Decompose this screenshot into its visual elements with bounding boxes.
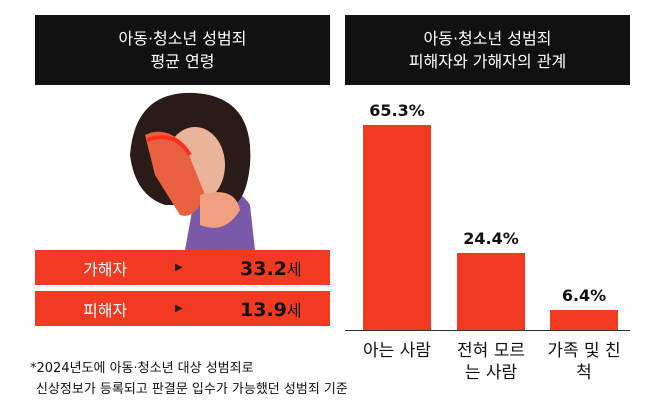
- header-line: 피해자와 가해자의 관계: [408, 52, 567, 71]
- category-label: 가족 및 친척: [547, 341, 621, 383]
- value-label: 24.4%: [463, 229, 519, 249]
- row-label: 가해자: [83, 259, 128, 279]
- row-value: 13.9세: [240, 297, 302, 321]
- header-line: 아동·청소년 성범죄: [118, 29, 247, 48]
- row-label: 피해자: [83, 300, 128, 320]
- stat-row: 가해자 ▶ 33.2세: [35, 250, 330, 285]
- value-number: 33.2: [240, 257, 287, 280]
- right-header: 아동·청소년 성범죄 피해자와 가해자의 관계: [345, 15, 630, 85]
- bar: [363, 124, 431, 330]
- value-unit: 세: [286, 300, 302, 320]
- left-header: 아동·청소년 성범죄 평균 연령: [35, 15, 330, 85]
- bar: [550, 309, 618, 330]
- footnote: *2024년도에 아동·청소년 대상 성범죄로: [30, 361, 254, 376]
- illustration: [35, 85, 330, 250]
- header-line: 아동·청소년 성범죄: [423, 29, 552, 48]
- baseline: [345, 330, 630, 331]
- arrow: ▶: [175, 303, 183, 314]
- header-line: 평균 연령: [150, 52, 215, 71]
- value-label: 6.4%: [561, 285, 607, 305]
- category-label: 아는 사람: [363, 341, 431, 361]
- row-value: 33.2세: [240, 256, 302, 280]
- footnote: 신상정보가 등록되고 판결문 입수가 가능했던 성범죄 기준: [36, 382, 348, 397]
- bar: [457, 253, 525, 330]
- value-number: 13.9: [240, 298, 287, 321]
- stat-row: 피해자 ▶ 13.9세: [35, 291, 330, 326]
- value-label: 65.3%: [369, 100, 425, 120]
- category-label: 전혀 모르는 사람: [457, 341, 525, 383]
- value-unit: 세: [286, 259, 302, 279]
- arrow: ▶: [175, 262, 183, 273]
